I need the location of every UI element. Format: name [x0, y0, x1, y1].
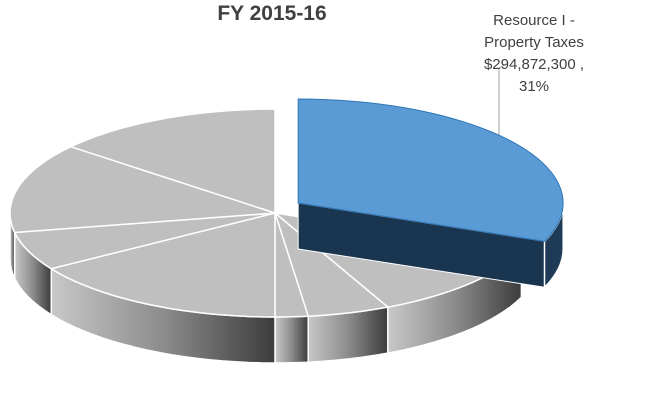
data-label: Resource I - Property Taxes $294,872,300… — [470, 10, 598, 98]
slice — [9, 145, 276, 234]
slice — [297, 98, 564, 242]
slice — [68, 108, 276, 215]
slice-name: Resource I - Property Taxes — [484, 12, 584, 51]
chart-title: FY 2015-16 — [217, 2, 327, 25]
leader-line — [498, 63, 507, 140]
slice-value: $294,872,300 , 31% — [483, 56, 585, 95]
slice — [13, 212, 276, 270]
slice-side — [274, 315, 309, 364]
slice — [49, 212, 276, 318]
